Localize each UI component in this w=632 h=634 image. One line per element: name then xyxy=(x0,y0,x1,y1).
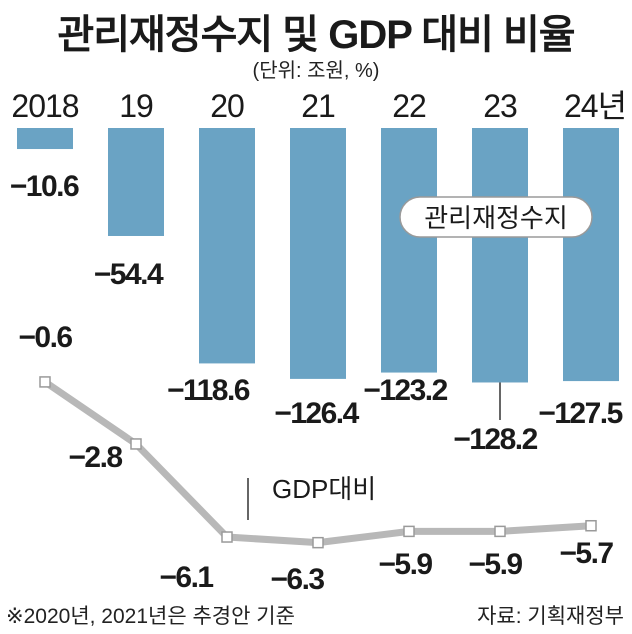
category-label: 23 xyxy=(483,88,517,124)
line-value-label: −0.6 xyxy=(18,321,72,354)
bar-value-label: −10.6 xyxy=(10,170,79,203)
bar-23 xyxy=(472,128,528,383)
bar-20 xyxy=(199,128,255,364)
gdp-ratio-point-21 xyxy=(312,536,324,549)
gdp-ratio-point-19 xyxy=(130,438,142,450)
category-label: 2018 xyxy=(11,88,78,124)
line-value-label: −6.3 xyxy=(270,563,324,596)
line-value-label: −2.8 xyxy=(68,441,122,474)
line-value-label: −5.9 xyxy=(468,548,522,581)
gdp-ratio-point-2018 xyxy=(39,376,51,388)
bar-series-label-pill xyxy=(399,196,593,238)
gdp-ratio-point-23 xyxy=(494,525,506,538)
bar-value-label: −128.2 xyxy=(453,423,537,456)
category-label: 21 xyxy=(301,88,335,124)
gdp-ratio-point-24년 xyxy=(585,519,597,532)
unit-label: (단위: 조원, %) xyxy=(252,60,380,82)
bar-value-label: −54.4 xyxy=(94,258,164,291)
category-label: 22 xyxy=(392,88,426,124)
chart-title: 관리재정수지 및 GDP 대비 비율 xyxy=(57,13,575,57)
bar-value-label: −123.2 xyxy=(363,374,447,407)
gdp-ratio-point-20 xyxy=(221,531,233,543)
bar-series-label: 관리재정수지 xyxy=(424,203,568,233)
bar-value-label: −126.4 xyxy=(274,397,359,430)
category-label: 20 xyxy=(210,88,244,124)
category-label: 19 xyxy=(119,88,153,124)
bar-21 xyxy=(290,128,346,379)
source-credit: 자료: 기획재정부 xyxy=(477,605,624,628)
bar-22 xyxy=(381,128,437,373)
bar-19 xyxy=(108,128,164,236)
line-value-label: −6.1 xyxy=(159,561,213,594)
footnote: ※2020년, 2021년은 추경안 기준 xyxy=(6,605,295,628)
line-value-label: −5.9 xyxy=(378,548,432,581)
gdp-ratio-point-22 xyxy=(403,525,415,538)
bar-2018 xyxy=(17,128,73,150)
line-value-label: −5.7 xyxy=(559,537,613,570)
bar-value-label: −118.6 xyxy=(167,374,250,407)
bar-24년 xyxy=(563,128,619,382)
category-label: 24년 xyxy=(564,88,626,124)
line-series-label: GDP대비 xyxy=(272,474,376,504)
bar-value-label: −127.5 xyxy=(538,397,622,430)
